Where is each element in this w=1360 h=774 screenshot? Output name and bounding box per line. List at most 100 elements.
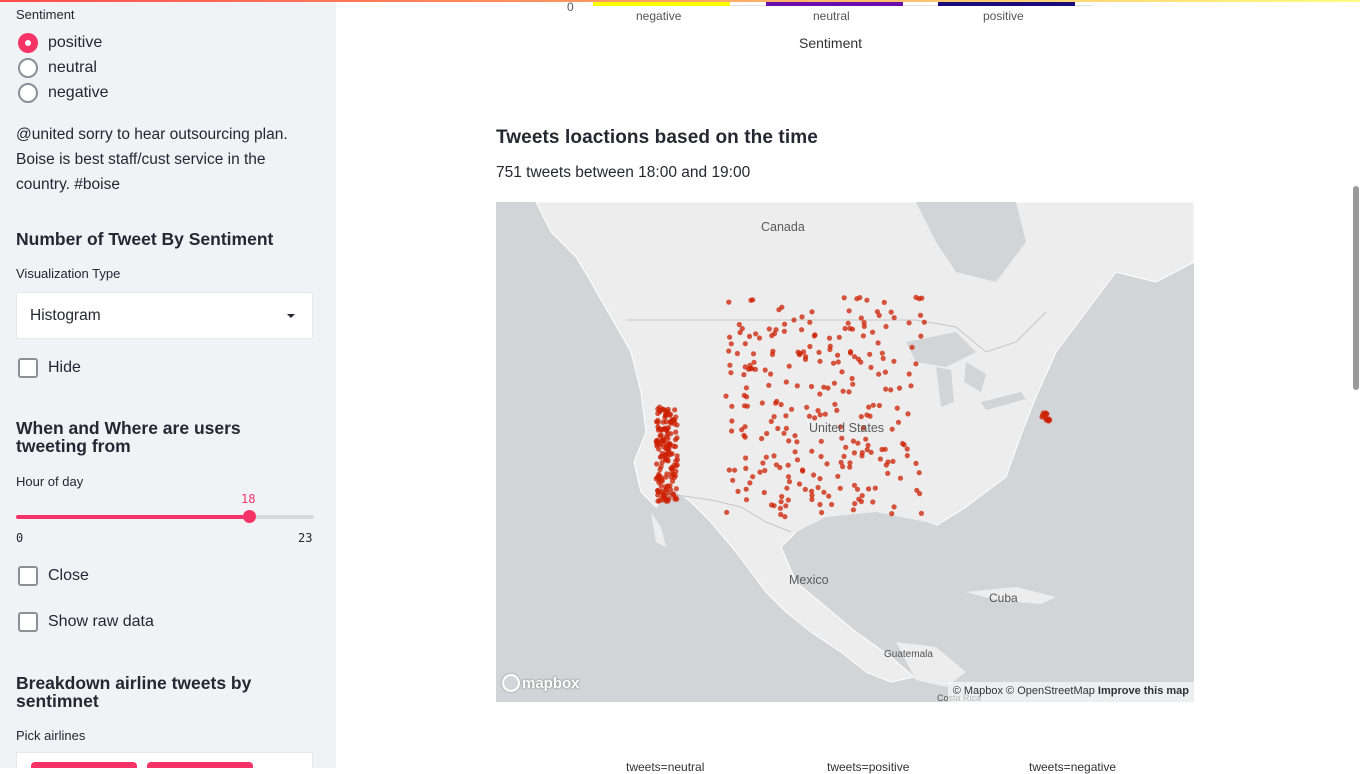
tweet-point <box>918 510 924 516</box>
tweet-location-map[interactable]: Canada United States Mexico Cuba Guatema… <box>496 202 1194 702</box>
tweet-point <box>663 419 669 425</box>
tweet-point <box>671 443 677 449</box>
tweet-point <box>743 455 749 461</box>
close-checkbox[interactable]: Close <box>18 566 89 586</box>
tweet-point <box>846 389 852 395</box>
tweet-point <box>768 371 774 377</box>
tweet-point <box>818 453 824 460</box>
tweet-point <box>888 309 894 315</box>
tweet-point <box>816 349 822 355</box>
hour-slider-track[interactable] <box>16 515 314 519</box>
tweet-point <box>729 403 735 409</box>
tweet-point <box>865 442 871 448</box>
hide-checkbox[interactable]: Hide <box>18 358 81 378</box>
tweet-point <box>867 351 873 357</box>
tweet-point <box>811 472 817 478</box>
tweet-point <box>851 450 857 456</box>
tweet-point <box>739 427 745 433</box>
tweet-point <box>729 428 735 434</box>
tweet-point <box>851 482 858 488</box>
tweet-point <box>666 496 672 502</box>
sentiment-histogram: 0 negative neutral positive Sentiment <box>0 0 1092 60</box>
improve-map-link[interactable]: Improve this map <box>1097 685 1189 697</box>
tweet-point <box>742 341 748 347</box>
tweet-point <box>743 486 749 492</box>
tweet-point <box>829 501 835 508</box>
tweet-point <box>673 486 679 492</box>
great-lakes-huron <box>964 362 986 392</box>
hour-slider-thumb[interactable] <box>242 510 256 523</box>
tweet-point <box>868 364 874 370</box>
tweet-point <box>789 406 795 412</box>
tweet-point <box>883 462 889 468</box>
tweet-point <box>845 320 851 326</box>
y-tick-zero: 0 <box>567 0 574 14</box>
radio-neutral[interactable]: neutral <box>18 58 97 78</box>
tweet-point <box>1040 410 1046 416</box>
histogram-bar-negative <box>593 2 730 6</box>
tweet-point <box>655 424 661 430</box>
tweet-point <box>741 403 748 409</box>
tweet-point <box>807 319 813 325</box>
radio-positive[interactable]: positive <box>18 33 102 53</box>
map-section-title: Tweets loactions based on the time <box>496 127 818 148</box>
mapbox-logo[interactable]: mapbox <box>502 674 580 692</box>
tweet-point <box>858 414 864 420</box>
airline-tag[interactable] <box>147 762 253 768</box>
show-raw-data-checkbox[interactable]: Show raw data <box>18 612 154 632</box>
tweet-point <box>896 385 903 391</box>
tweet-point <box>809 488 815 494</box>
section-heading-when-where: When and Where are users tweeting from <box>16 418 241 456</box>
tweet-point <box>900 440 906 447</box>
tweet-point <box>728 370 734 376</box>
tweet-point <box>834 407 840 413</box>
tweet-point <box>775 425 781 432</box>
airline-multiselect[interactable] <box>16 752 313 768</box>
tweet-point <box>742 424 748 430</box>
tweet-point <box>840 388 846 394</box>
mapbox-logo-icon <box>502 674 520 692</box>
tweet-point <box>665 454 671 460</box>
tweet-point <box>799 314 805 320</box>
tweet-point <box>654 461 660 467</box>
top-decoration-bar <box>0 0 1360 2</box>
tweet-point <box>822 411 828 417</box>
tweet-point <box>861 320 867 326</box>
tweet-points-layer <box>653 294 1053 520</box>
tweet-point <box>811 333 817 339</box>
tweet-point <box>868 449 874 455</box>
tweet-point <box>794 457 801 463</box>
tweet-point <box>723 393 729 399</box>
page-scrollbar[interactable] <box>1353 186 1359 390</box>
tweet-point <box>764 430 770 437</box>
hour-slider-min: 0 <box>16 531 24 545</box>
hudson-bay <box>916 202 1026 282</box>
tweet-point <box>783 413 789 419</box>
tweet-point <box>786 438 792 444</box>
tweet-point <box>737 329 743 336</box>
radio-negative[interactable]: negative <box>18 83 109 103</box>
tweet-point <box>879 350 885 356</box>
pick-airlines-label: Pick airlines <box>16 728 86 743</box>
tweet-point <box>727 362 733 368</box>
tweet-point <box>732 467 738 473</box>
tweet-point <box>743 385 749 391</box>
tweet-point <box>672 437 679 443</box>
tweet-point <box>785 462 791 468</box>
tweet-point <box>674 453 680 459</box>
tweet-point <box>726 299 732 305</box>
tweet-point <box>762 367 768 373</box>
viz-type-select[interactable]: Histogram <box>16 292 313 339</box>
tweet-point <box>773 327 779 333</box>
tweet-point <box>768 418 774 424</box>
tweet-point <box>826 335 833 341</box>
tweet-point <box>876 402 882 409</box>
tweet-point <box>888 387 894 393</box>
airline-tag[interactable] <box>31 762 137 768</box>
tweet-point <box>768 502 775 508</box>
attribution-text[interactable]: © Mapbox © OpenStreetMap <box>952 685 1095 697</box>
tweet-point <box>821 384 827 390</box>
tweet-point <box>875 340 881 346</box>
tweet-point <box>658 483 664 489</box>
tweet-point <box>756 335 763 341</box>
